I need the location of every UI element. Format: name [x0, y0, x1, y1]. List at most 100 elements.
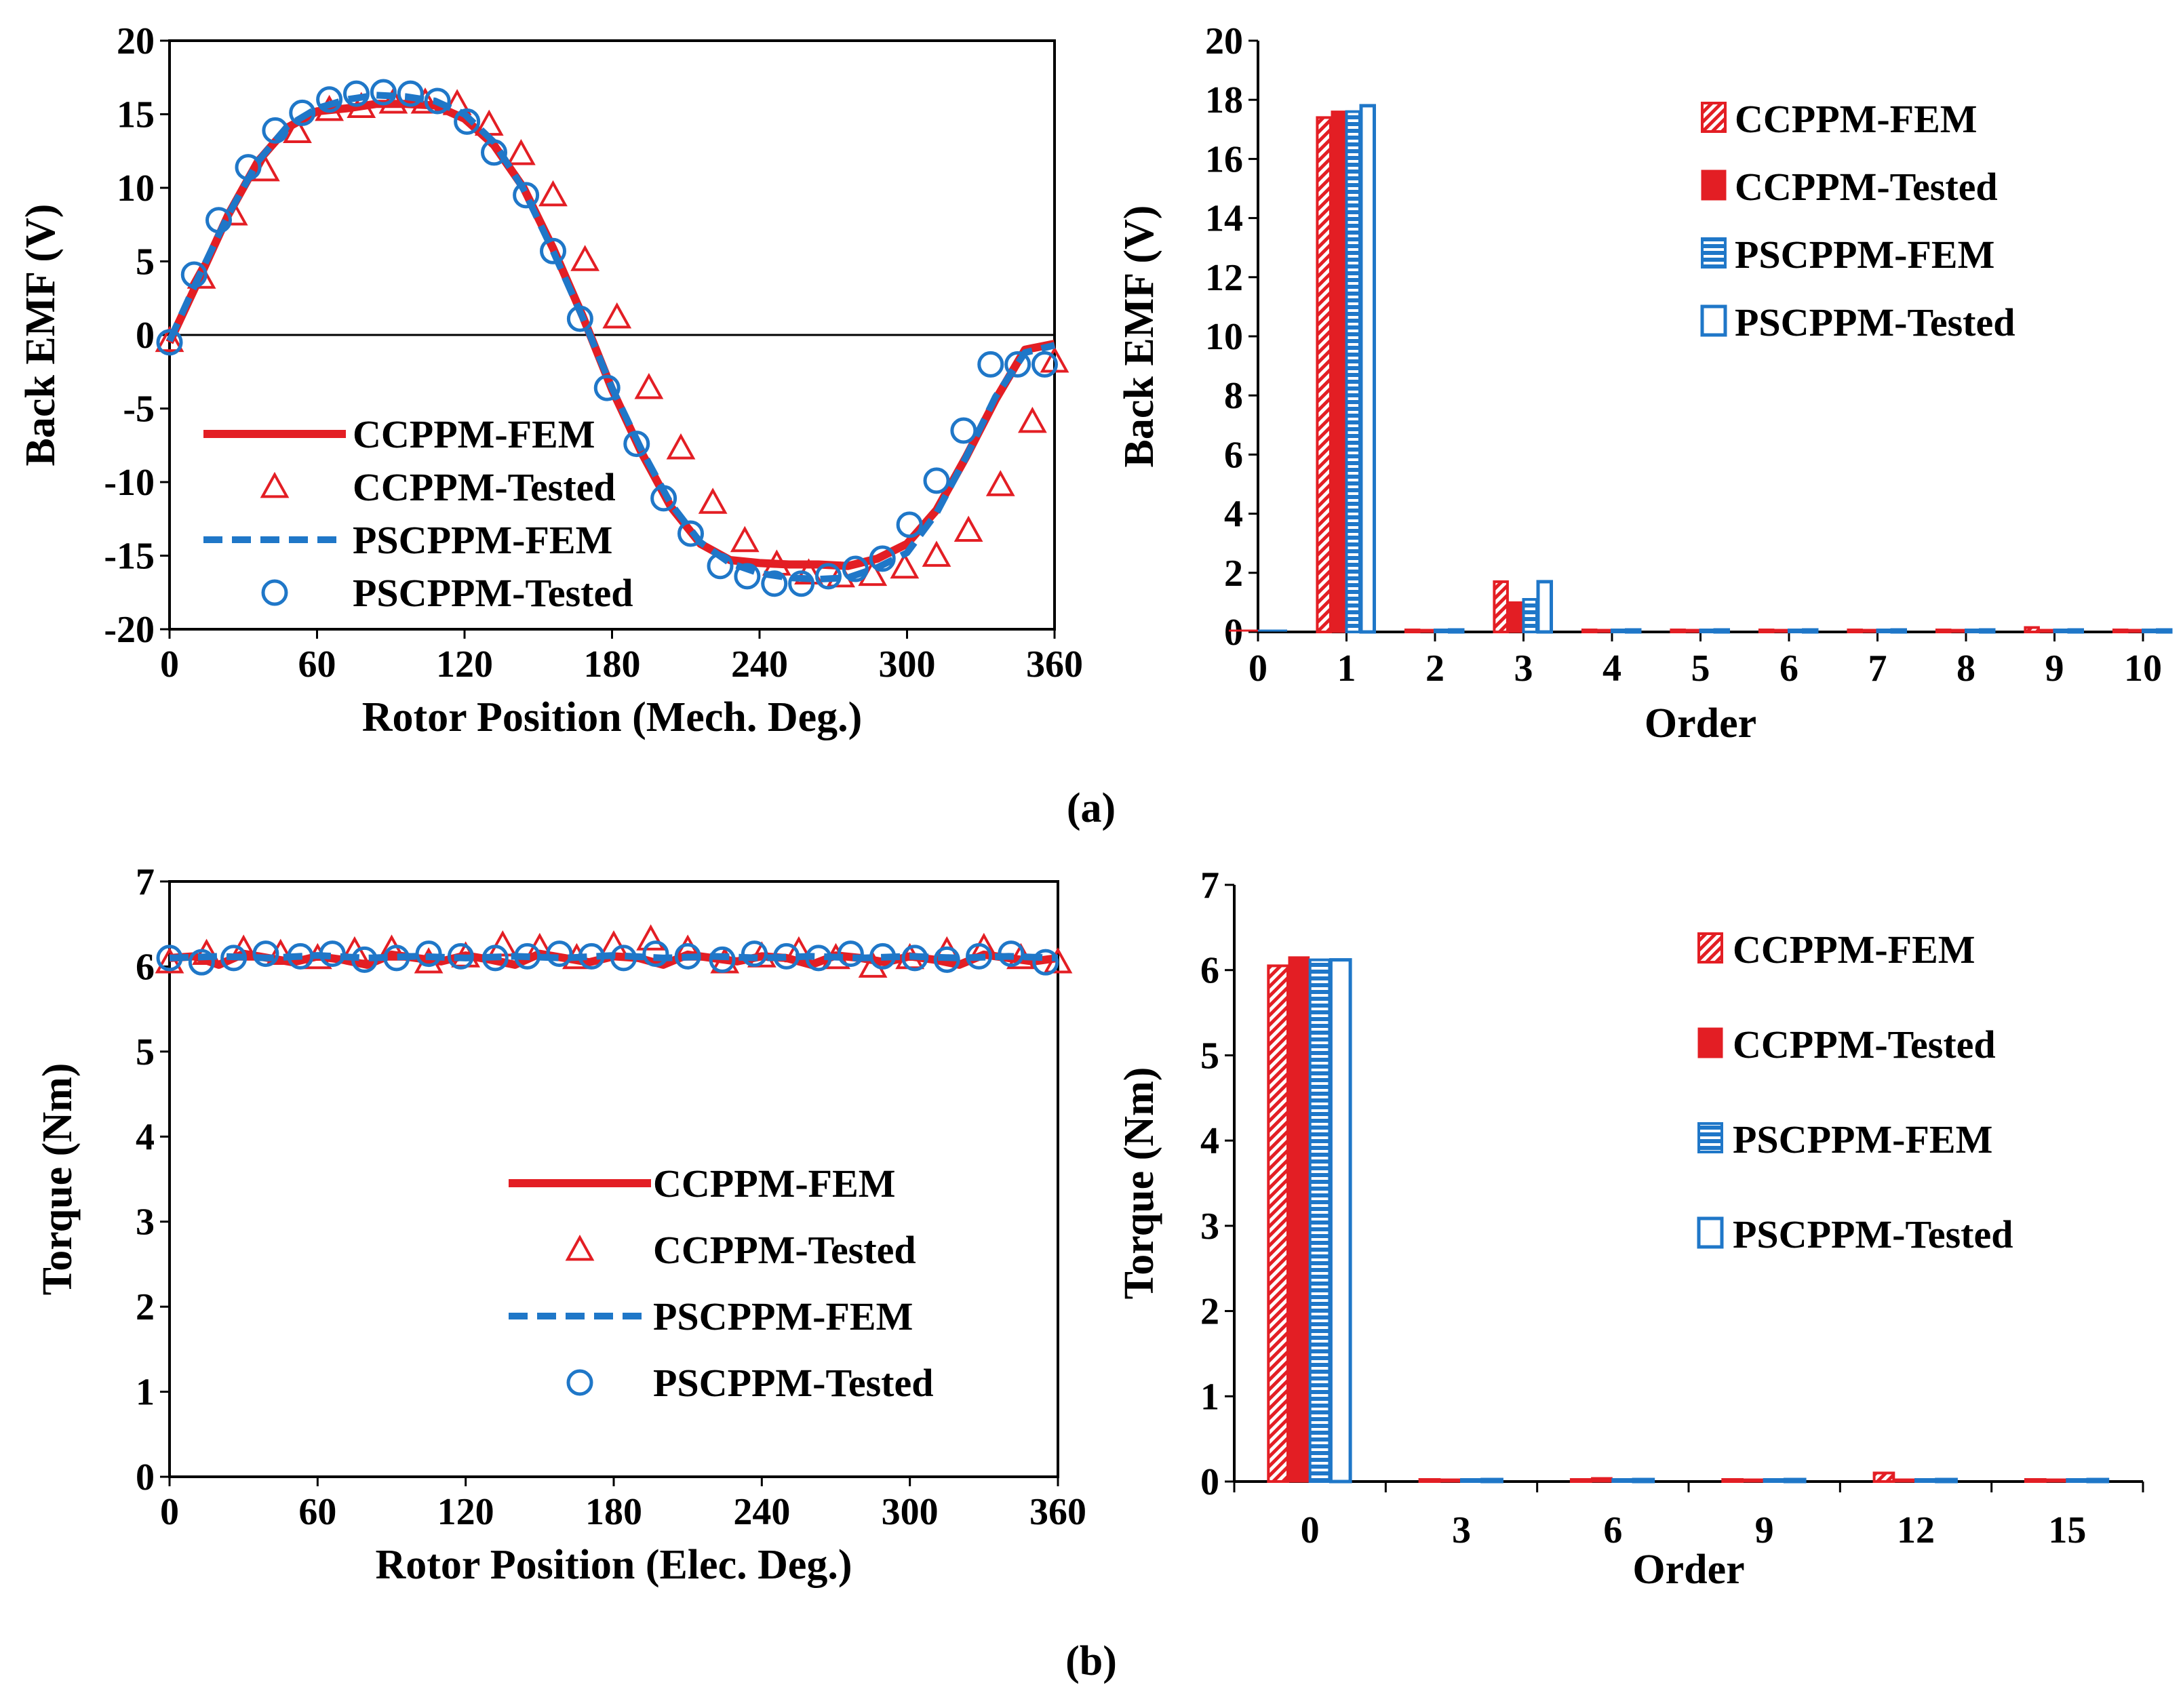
- y-tick-label: 0: [1200, 1461, 1219, 1503]
- x-tick-label: 240: [733, 1491, 790, 1533]
- x-tick-label: 300: [879, 643, 936, 686]
- bar-ccppm-fem: [1847, 629, 1863, 633]
- data-point-pscppm-tested: [481, 139, 507, 166]
- series-line-pscppm-fem: [166, 92, 1056, 583]
- bar-ccppm-tested: [1419, 629, 1435, 633]
- data-point-pscppm-tested: [252, 940, 279, 968]
- data-point-pscppm-tested: [805, 945, 832, 972]
- data-point-pscppm-tested: [741, 940, 768, 968]
- bar-pscppm-tested: [2156, 628, 2173, 634]
- data-point-ccppm-tested: [922, 540, 951, 567]
- x-tick-label: 10: [2124, 648, 2162, 690]
- bar-ccppm-tested: [1950, 629, 1966, 633]
- y-tick-label: 5: [136, 1031, 155, 1073]
- bar-ccppm-fem: [1670, 629, 1686, 633]
- x-axis-label: Rotor Position (Mech. Deg.): [362, 694, 863, 740]
- x-tick-label: 6: [1603, 1509, 1622, 1551]
- data-point-pscppm-tested: [674, 942, 701, 970]
- data-point-pscppm-tested: [351, 946, 378, 973]
- bar-pscppm-tested: [1802, 628, 1819, 634]
- bar-ccppm-tested: [1591, 1477, 1613, 1483]
- y-tick-label: 0: [136, 1456, 155, 1498]
- data-point-ccppm-tested: [698, 488, 728, 514]
- data-point-ccppm-tested: [155, 325, 184, 353]
- bar-ccppm-fem: [1493, 580, 1509, 634]
- bar-ccppm-tested: [1893, 1478, 1916, 1483]
- y-tick-label: 4: [1200, 1120, 1219, 1162]
- data-point-pscppm-tested: [761, 570, 788, 597]
- legend-label-pscppm-fem: PSCPPM-FEM: [1735, 233, 1994, 277]
- y-tick-label: 16: [1205, 138, 1243, 180]
- bar-ccppm-tested: [1439, 1478, 1461, 1483]
- x-tick-label: 12: [1897, 1509, 1935, 1551]
- data-point-pscppm-tested: [788, 570, 815, 597]
- data-point-pscppm-tested: [424, 87, 451, 115]
- data-point-pscppm-tested: [156, 945, 183, 972]
- data-point-pscppm-tested: [1031, 351, 1058, 378]
- bar-pscppm-fem: [1699, 629, 1715, 633]
- bar-pscppm-fem: [1914, 1478, 1937, 1483]
- data-point-pscppm-tested: [1004, 351, 1031, 378]
- data-point-ccppm-tested: [283, 117, 312, 143]
- legend-label-ccppm-fem: CCPPM-FEM: [1733, 928, 1975, 972]
- data-point-pscppm-tested: [707, 553, 734, 580]
- bar-pscppm-tested: [1625, 628, 1642, 634]
- data-point-ccppm-tested: [538, 180, 568, 207]
- bar-pscppm-fem: [1611, 629, 1627, 633]
- y-axis-label: Torque (Nm): [1116, 1067, 1162, 1300]
- bar-ccppm-fem: [1581, 629, 1598, 633]
- bar-ccppm-tested: [1862, 629, 1877, 633]
- x-tick-label: 0: [160, 1491, 179, 1533]
- bar-pscppm-tested: [1979, 628, 1996, 634]
- y-tick-label: 5: [136, 241, 155, 283]
- bar-pscppm-tested: [1480, 1477, 1503, 1484]
- x-tick-label: 0: [160, 643, 179, 686]
- data-point-pscppm-tested: [896, 511, 923, 538]
- x-axis-label: Rotor Position (Elec. Deg.): [375, 1542, 852, 1588]
- legend-swatch-pscppm-fem: [1697, 1122, 1723, 1153]
- data-point-ccppm-tested: [602, 302, 632, 329]
- x-tick-label: 4: [1602, 648, 1621, 690]
- y-tick-label: 10: [117, 167, 155, 210]
- data-point-pscppm-tested: [513, 182, 540, 209]
- data-point-pscppm-tested: [966, 942, 993, 970]
- caption-b: (b): [1065, 1638, 1117, 1684]
- data-point-pscppm-tested: [188, 949, 215, 976]
- legend-label-pscppm-tested: PSCPPM-Tested: [1735, 300, 2015, 344]
- legend-swatch-ccppm-fem: [1701, 102, 1727, 133]
- bar-ccppm-fem: [1872, 1471, 1895, 1483]
- x-tick-label: 2: [1425, 648, 1444, 690]
- y-tick-label: 6: [1200, 950, 1219, 992]
- legend-label-ccppm-fem: CCPPM-FEM: [1735, 97, 1978, 141]
- bar-ccppm-fem: [2024, 626, 2040, 633]
- bar-ccppm-tested: [1331, 111, 1346, 633]
- bar-ccppm-fem: [1758, 629, 1775, 633]
- y-axis-label: Back EMF (V): [18, 204, 64, 466]
- bar-ccppm-fem: [1935, 629, 1952, 633]
- bar-pscppm-fem: [2053, 629, 2069, 633]
- data-point-pscppm-tested: [454, 108, 481, 135]
- y-tick-label: 7: [136, 861, 155, 903]
- x-tick-label: 6: [1779, 648, 1798, 690]
- y-tick-label: 2: [1200, 1291, 1219, 1333]
- data-point-pscppm-tested: [869, 545, 896, 572]
- bar-pscppm-fem: [1788, 629, 1804, 633]
- y-tick-label: -20: [104, 609, 155, 651]
- data-point-pscppm-tested: [923, 467, 950, 494]
- legend-label-pscppm-tested: PSCPPM-Tested: [353, 571, 633, 615]
- bar-ccppm-fem: [1569, 1478, 1592, 1483]
- bar-ccppm-tested: [1685, 629, 1700, 633]
- legend-swatch-ccppm-tested: [565, 1234, 595, 1261]
- data-point-ccppm-tested: [266, 938, 296, 966]
- legend-swatch-pscppm-tested: [1700, 304, 1727, 337]
- data-point-pscppm-tested: [933, 946, 960, 973]
- bar-pscppm-fem: [2066, 1478, 2089, 1483]
- bar-pscppm-fem: [1763, 1478, 1786, 1483]
- bar-pscppm-tested: [1935, 1477, 1958, 1484]
- data-point-ccppm-tested: [730, 525, 760, 553]
- data-point-pscppm-tested: [397, 80, 424, 107]
- y-tick-label: 4: [136, 1116, 155, 1158]
- data-point-pscppm-tested: [546, 940, 573, 968]
- chart-b-left: 0 60 120 180 240 300 360 0 1 2 3 4 5 6 7 Rotor Position…: [35, 861, 1086, 1588]
- bar-ccppm-fem: [1418, 1478, 1441, 1483]
